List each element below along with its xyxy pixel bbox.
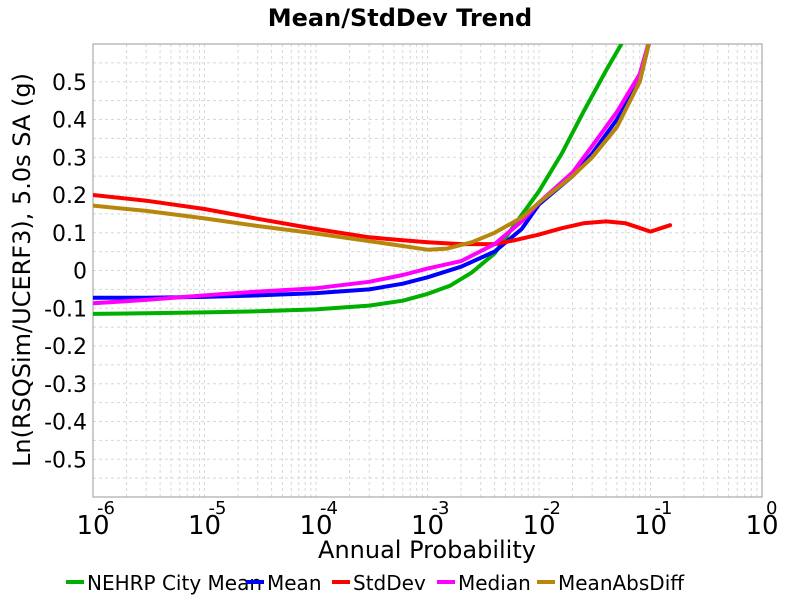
x-tick-base: 10	[522, 511, 555, 541]
x-tick-exponent: -3	[432, 498, 450, 519]
x-tick-base: 10	[411, 511, 444, 541]
y-tick-label: 0.5	[52, 71, 87, 96]
y-tick-label: -0.4	[44, 411, 87, 436]
x-tick-base: 10	[745, 511, 778, 541]
y-tick-label: 0.2	[52, 184, 87, 209]
legend-label: NEHRP City Mean	[87, 571, 262, 595]
legend-label: Mean	[267, 571, 322, 595]
series-line-mean	[93, 44, 651, 300]
legend-label: Median	[458, 571, 531, 595]
legend-item: Mean	[246, 571, 322, 595]
series-line-meanabsdiff	[93, 44, 651, 252]
y-axis-label: Ln(RSQSim/UCERF3), 5.0s SA (g)	[8, 73, 36, 467]
x-tick-base: 10	[76, 511, 109, 541]
legend: NEHRP City Mean Mean StdDev Median MeanAbsDi…	[66, 571, 685, 595]
y-tick-label: -0.2	[44, 335, 87, 360]
series-lines	[93, 44, 673, 316]
x-tick-exponent: -1	[655, 498, 673, 519]
legend-item: MeanAbsDiff	[537, 571, 685, 595]
legend-item: Median	[437, 571, 531, 595]
x-tick-base: 10	[299, 511, 332, 541]
x-tick-exponent: 0	[766, 498, 777, 519]
series-line-median	[93, 44, 651, 306]
x-tick-exponent: -5	[209, 498, 227, 519]
x-tick-base: 10	[634, 511, 667, 541]
series-line-stddev	[93, 193, 673, 247]
y-tick-label: -0.5	[44, 448, 87, 473]
x-tick-exponent: -4	[320, 498, 338, 519]
y-tick-label: -0.3	[44, 373, 87, 398]
legend-item: StdDev	[332, 571, 426, 595]
x-tick-base: 10	[188, 511, 221, 541]
x-tick-label: 10-6	[76, 498, 115, 541]
y-tick-label: 0.4	[52, 109, 87, 134]
x-tick-label: 10-5	[188, 498, 227, 541]
legend-label: MeanAbsDiff	[558, 571, 685, 595]
series-line-nehrp-city-mean	[93, 44, 624, 316]
x-tick-label: 10-1	[634, 498, 673, 541]
legend-label: StdDev	[353, 571, 426, 595]
x-tick-label: 100	[745, 498, 778, 541]
y-tick-label: 0.3	[52, 146, 87, 171]
legend-item: NEHRP City Mean	[66, 571, 262, 595]
chart-title: Mean/StdDev Trend	[268, 4, 532, 32]
x-tick-label: 10-4	[299, 498, 338, 541]
x-tick-label: 10-3	[411, 498, 450, 541]
plot-area	[92, 43, 763, 498]
y-tick-label: 0	[73, 260, 87, 285]
y-axis-ticks: 0.5 0.4 0.3 0.2 0.1 0 -0.1 -0.2 -0.3 -0.4 -0.5	[44, 71, 87, 474]
y-tick-label: -0.1	[44, 297, 87, 322]
y-tick-label: 0.1	[52, 222, 87, 247]
x-tick-exponent: -2	[543, 498, 561, 519]
x-tick-label: 10-2	[522, 498, 561, 541]
x-axis-label: Annual Probability	[318, 536, 536, 564]
x-tick-exponent: -6	[97, 498, 115, 519]
